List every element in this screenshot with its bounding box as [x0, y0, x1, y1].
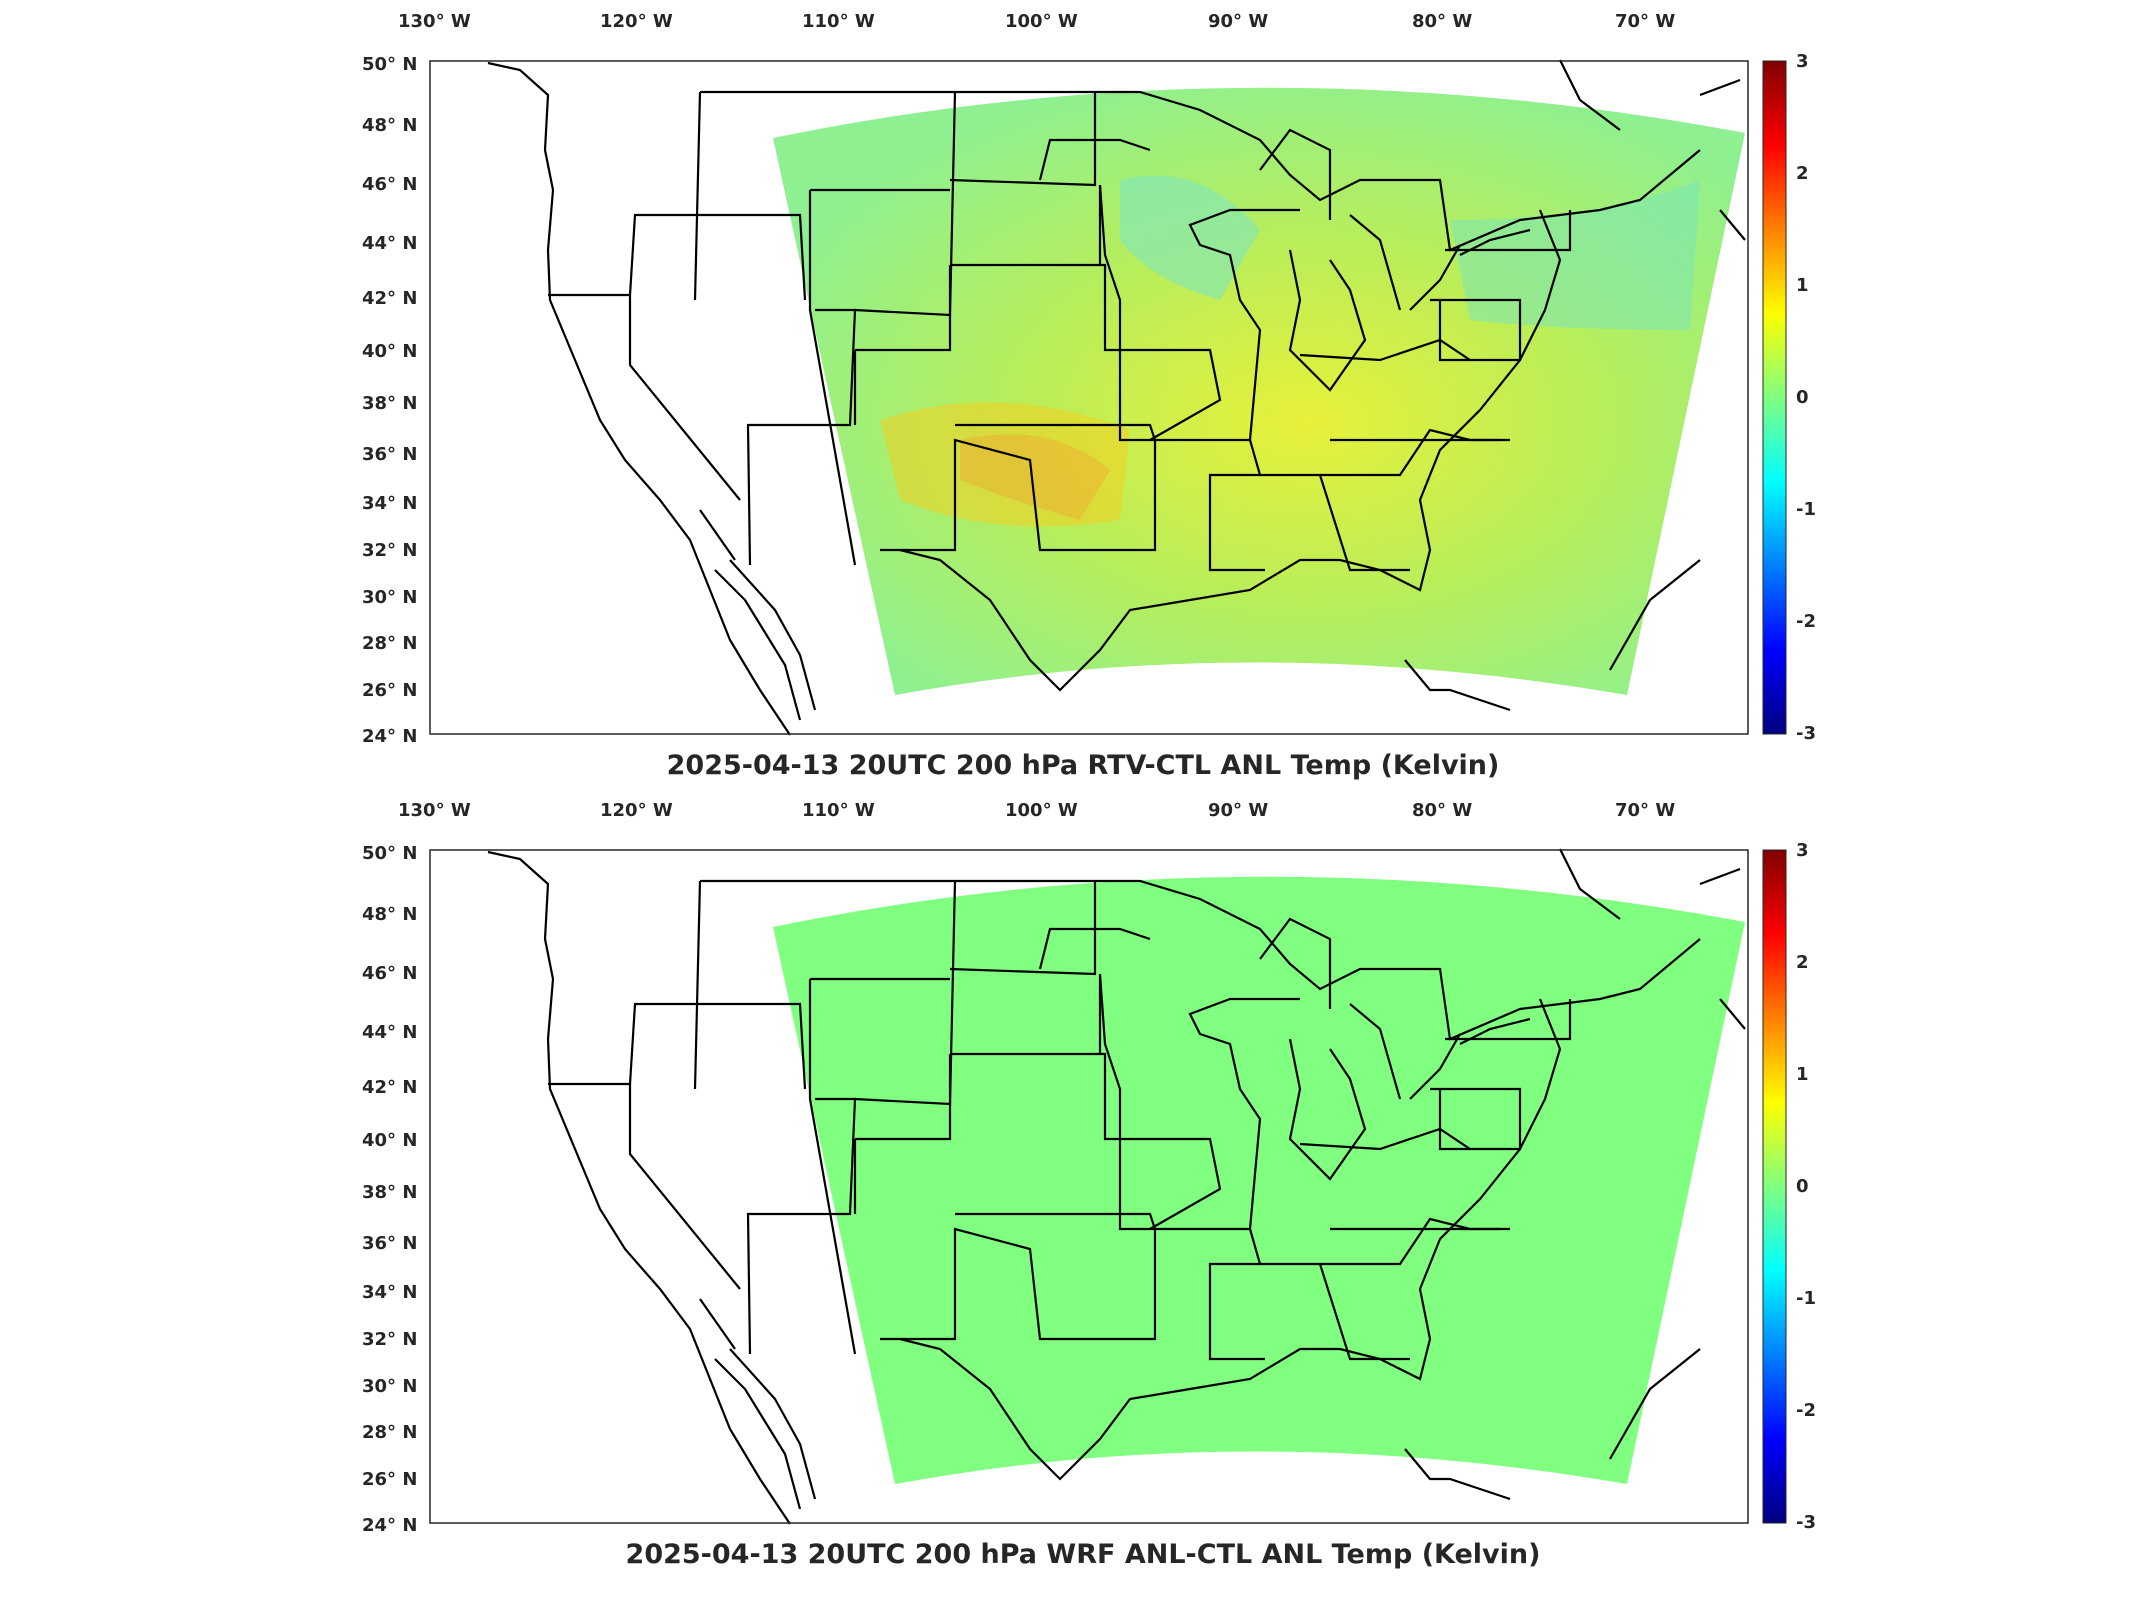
lat-tick-label: 40° N	[362, 341, 417, 362]
figure-title: 2025-04-13 20UTC 200 hPa WRF ANL-CTL ANL…	[626, 1539, 1541, 1570]
lat-tick-label: 24° N	[362, 726, 417, 747]
colorbar-ticks: 3 2 1 0 -1 -2 -3	[1796, 51, 1816, 744]
lat-tick-label: 48° N	[362, 115, 417, 136]
lat-tick-label: 42° N	[362, 288, 417, 309]
map-frame	[429, 849, 1749, 1524]
lat-tick-label: 28° N	[362, 1422, 417, 1443]
lat-tick-label: 50° N	[362, 54, 417, 75]
lon-tick-label: 100° W	[1005, 800, 1078, 821]
lon-tick-label: 110° W	[802, 800, 875, 821]
colorbar-tick-label: 0	[1796, 1176, 1809, 1197]
lat-tick-label: 26° N	[362, 1469, 417, 1490]
colorbar-ticks: 3 2 1 0 -1 -2 -3	[1796, 840, 1816, 1533]
lat-tick-label: 30° N	[362, 1376, 417, 1397]
field-domain	[773, 876, 1745, 1484]
figure-title: 2025-04-13 20UTC 200 hPa RTV-CTL ANL Tem…	[667, 750, 1500, 781]
colorbar-tick-label: 0	[1796, 387, 1809, 408]
lat-tick-label: 50° N	[362, 843, 417, 864]
colorbar-tick-label: 3	[1796, 51, 1809, 72]
lat-tick-label: 34° N	[362, 1282, 417, 1303]
lon-tick-labels: 130° W 120° W 110° W 100° W 90° W 80° W …	[398, 11, 1675, 32]
lat-tick-labels: 50° N 48° N 46° N 44° N 42° N 40° N 38° …	[362, 54, 417, 747]
map-panel-wrf: 130° W 120° W 110° W 100° W 90° W 80° W …	[0, 789, 2133, 1589]
lat-tick-label: 30° N	[362, 587, 417, 608]
lat-tick-label: 34° N	[362, 493, 417, 514]
lat-tick-label: 38° N	[362, 393, 417, 414]
lat-tick-label: 46° N	[362, 963, 417, 984]
lat-tick-label: 32° N	[362, 540, 417, 561]
colorbar	[1762, 849, 1787, 1524]
map-panel-rtv: 130° W 120° W 110° W 100° W 90° W 80° W …	[362, 11, 1816, 781]
lon-tick-label: 120° W	[600, 800, 673, 821]
colorbar-tick-label: -2	[1796, 1400, 1816, 1421]
colorbar-tick-label: 2	[1796, 952, 1809, 973]
lon-tick-label: 70° W	[1615, 800, 1675, 821]
lat-tick-labels: 50° N 48° N 46° N 44° N 42° N 40° N 38° …	[362, 843, 417, 1536]
colorbar	[1762, 60, 1787, 735]
colorbar-tick-label: 1	[1796, 275, 1809, 296]
lon-tick-label: 130° W	[398, 800, 471, 821]
colorbar-tick-label: 1	[1796, 1064, 1809, 1085]
lon-tick-label: 110° W	[802, 11, 875, 32]
colorbar-tick-label: -1	[1796, 499, 1816, 520]
colorbar-tick-label: -1	[1796, 1288, 1816, 1309]
lat-tick-label: 36° N	[362, 444, 417, 465]
lat-tick-label: 40° N	[362, 1130, 417, 1151]
lat-tick-label: 44° N	[362, 1022, 417, 1043]
colorbar-tick-label: 3	[1796, 840, 1809, 861]
lat-tick-label: 42° N	[362, 1077, 417, 1098]
lon-tick-label: 130° W	[398, 11, 471, 32]
colorbar-tick-label: -2	[1796, 611, 1816, 632]
field-domain	[773, 87, 1745, 695]
lat-tick-label: 46° N	[362, 174, 417, 195]
colorbar-tick-label: -3	[1796, 723, 1816, 744]
lat-tick-label: 36° N	[362, 1233, 417, 1254]
lon-tick-label: 80° W	[1412, 11, 1472, 32]
lon-tick-labels: 130° W 120° W 110° W 100° W 90° W 80° W …	[398, 800, 1675, 821]
colorbar-tick-label: 2	[1796, 163, 1809, 184]
lat-tick-label: 28° N	[362, 633, 417, 654]
lon-tick-label: 120° W	[600, 11, 673, 32]
lat-tick-label: 38° N	[362, 1182, 417, 1203]
lon-tick-label: 100° W	[1005, 11, 1078, 32]
lon-tick-label: 90° W	[1208, 11, 1268, 32]
lat-tick-label: 32° N	[362, 1329, 417, 1350]
map-frame	[429, 60, 1749, 735]
lon-tick-label: 90° W	[1208, 800, 1268, 821]
lat-tick-label: 48° N	[362, 904, 417, 925]
lat-tick-label: 44° N	[362, 233, 417, 254]
lat-tick-label: 24° N	[362, 1515, 417, 1536]
colorbar-tick-label: -3	[1796, 1512, 1816, 1533]
lon-tick-label: 80° W	[1412, 800, 1472, 821]
lat-tick-label: 26° N	[362, 680, 417, 701]
lon-tick-label: 70° W	[1615, 11, 1675, 32]
